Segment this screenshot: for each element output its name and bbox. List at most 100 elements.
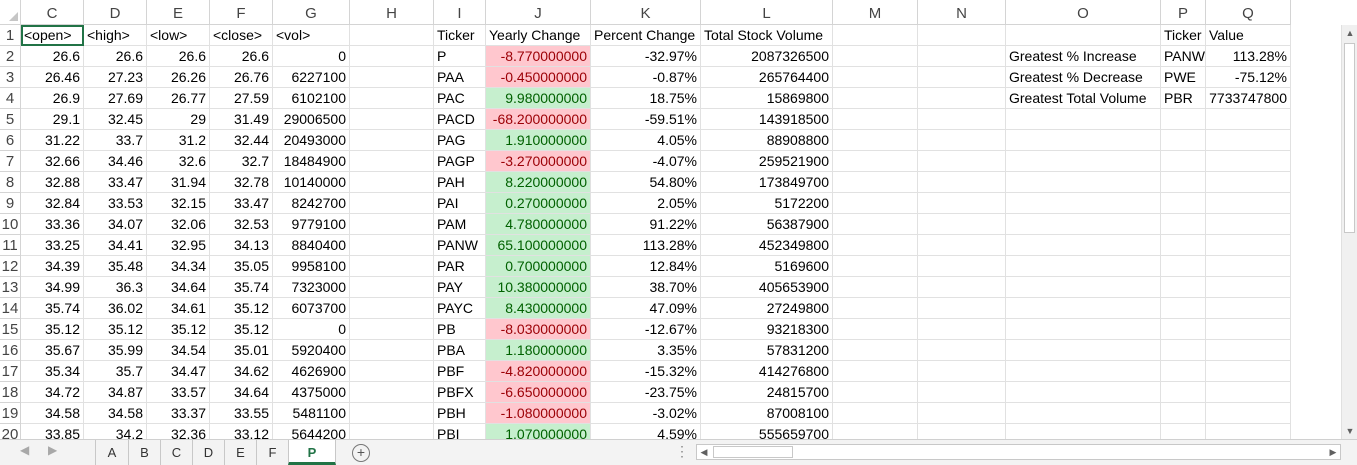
empty-cell[interactable]	[918, 172, 1006, 193]
volume-cell[interactable]: 4375000	[273, 382, 350, 403]
high-cell[interactable]: 34.07	[84, 214, 147, 235]
empty-cell[interactable]	[1006, 340, 1161, 361]
header-cell-k[interactable]: Percent Change	[591, 25, 701, 46]
empty-cell[interactable]	[918, 298, 1006, 319]
empty-cell[interactable]	[918, 382, 1006, 403]
low-cell[interactable]: 31.2	[147, 130, 210, 151]
empty-cell[interactable]	[918, 361, 1006, 382]
open-cell[interactable]: 33.36	[21, 214, 84, 235]
close-cell[interactable]: 32.78	[210, 172, 273, 193]
close-cell[interactable]: 34.13	[210, 235, 273, 256]
high-cell[interactable]: 34.46	[84, 151, 147, 172]
empty-cell[interactable]	[1161, 424, 1206, 439]
sheet-tab-c[interactable]: C	[160, 440, 192, 465]
column-header-n[interactable]: N	[918, 0, 1006, 25]
empty-cell[interactable]	[1161, 256, 1206, 277]
low-cell[interactable]: 26.77	[147, 88, 210, 109]
empty-cell[interactable]	[350, 151, 434, 172]
open-cell[interactable]: 35.67	[21, 340, 84, 361]
yearly-change-cell[interactable]: -3.270000000	[486, 151, 591, 172]
total-volume-cell[interactable]: 5172200	[701, 193, 833, 214]
ticker-cell[interactable]: P	[434, 46, 486, 67]
prev-sheet-icon[interactable]: ◀	[20, 443, 30, 457]
empty-cell[interactable]	[918, 46, 1006, 67]
close-cell[interactable]: 33.47	[210, 193, 273, 214]
volume-cell[interactable]: 10140000	[273, 172, 350, 193]
empty-cell[interactable]	[833, 88, 918, 109]
row-header-14[interactable]: 14	[0, 298, 21, 319]
empty-cell[interactable]	[918, 130, 1006, 151]
row-header-10[interactable]: 10	[0, 214, 21, 235]
empty-cell[interactable]	[1161, 172, 1206, 193]
empty-cell[interactable]	[1161, 214, 1206, 235]
summary-label-cell[interactable]: Greatest Total Volume	[1006, 88, 1161, 109]
empty-cell[interactable]	[1006, 109, 1161, 130]
high-cell[interactable]: 34.58	[84, 403, 147, 424]
empty-cell[interactable]	[1006, 277, 1161, 298]
percent-change-cell[interactable]: 2.05%	[591, 193, 701, 214]
ticker-cell[interactable]: PBFX	[434, 382, 486, 403]
summary-label-cell[interactable]: Greatest % Increase	[1006, 46, 1161, 67]
yearly-change-cell[interactable]: 9.980000000	[486, 88, 591, 109]
open-cell[interactable]: 32.84	[21, 193, 84, 214]
volume-cell[interactable]: 5920400	[273, 340, 350, 361]
total-volume-cell[interactable]: 414276800	[701, 361, 833, 382]
high-cell[interactable]: 34.41	[84, 235, 147, 256]
close-cell[interactable]: 35.12	[210, 319, 273, 340]
sheet-tab-d[interactable]: D	[192, 440, 224, 465]
summary-value-cell[interactable]: 7733747800	[1206, 88, 1291, 109]
percent-change-cell[interactable]: 38.70%	[591, 277, 701, 298]
row-header-11[interactable]: 11	[0, 235, 21, 256]
low-cell[interactable]: 35.12	[147, 319, 210, 340]
empty-cell[interactable]	[1006, 151, 1161, 172]
empty-cell[interactable]	[350, 382, 434, 403]
add-sheet-icon[interactable]: +	[352, 444, 370, 462]
open-cell[interactable]: 32.88	[21, 172, 84, 193]
open-cell[interactable]: 32.66	[21, 151, 84, 172]
row-header-2[interactable]: 2	[0, 46, 21, 67]
vertical-scroll-thumb[interactable]	[1344, 43, 1355, 233]
column-header-h[interactable]: H	[350, 0, 434, 25]
total-volume-cell[interactable]: 27249800	[701, 298, 833, 319]
column-header-q[interactable]: Q	[1206, 0, 1291, 25]
total-volume-cell[interactable]: 15869800	[701, 88, 833, 109]
percent-change-cell[interactable]: 54.80%	[591, 172, 701, 193]
ticker-cell[interactable]: PAC	[434, 88, 486, 109]
total-volume-cell[interactable]: 555659700	[701, 424, 833, 439]
column-header-l[interactable]: L	[701, 0, 833, 25]
empty-cell[interactable]	[1161, 382, 1206, 403]
low-cell[interactable]: 26.6	[147, 46, 210, 67]
empty-cell[interactable]	[350, 46, 434, 67]
ticker-cell[interactable]: PAH	[434, 172, 486, 193]
low-cell[interactable]: 32.36	[147, 424, 210, 439]
header-cell-g[interactable]: <vol>	[273, 25, 350, 46]
column-header-j[interactable]: J	[486, 0, 591, 25]
sheet-tab-a[interactable]: A	[95, 440, 128, 465]
empty-cell[interactable]	[350, 403, 434, 424]
low-cell[interactable]: 32.15	[147, 193, 210, 214]
high-cell[interactable]: 35.12	[84, 319, 147, 340]
close-cell[interactable]: 35.05	[210, 256, 273, 277]
empty-cell[interactable]	[350, 88, 434, 109]
empty-cell[interactable]	[1006, 403, 1161, 424]
volume-cell[interactable]: 5481100	[273, 403, 350, 424]
row-header-17[interactable]: 17	[0, 361, 21, 382]
empty-cell[interactable]	[350, 130, 434, 151]
empty-cell[interactable]	[833, 256, 918, 277]
summary-ticker-cell[interactable]: PWE	[1161, 67, 1206, 88]
empty-cell[interactable]	[918, 193, 1006, 214]
empty-cell[interactable]	[918, 235, 1006, 256]
high-cell[interactable]: 34.87	[84, 382, 147, 403]
high-cell[interactable]: 33.53	[84, 193, 147, 214]
close-cell[interactable]: 33.12	[210, 424, 273, 439]
total-volume-cell[interactable]: 2087326500	[701, 46, 833, 67]
empty-cell[interactable]	[833, 109, 918, 130]
yearly-change-cell[interactable]: -8.030000000	[486, 319, 591, 340]
empty-cell[interactable]	[1161, 151, 1206, 172]
percent-change-cell[interactable]: -32.97%	[591, 46, 701, 67]
percent-change-cell[interactable]: 4.05%	[591, 130, 701, 151]
header-cell-c[interactable]: <open>	[21, 25, 84, 46]
horizontal-scroll-thumb[interactable]	[713, 446, 793, 458]
open-cell[interactable]: 26.46	[21, 67, 84, 88]
empty-cell[interactable]	[918, 214, 1006, 235]
